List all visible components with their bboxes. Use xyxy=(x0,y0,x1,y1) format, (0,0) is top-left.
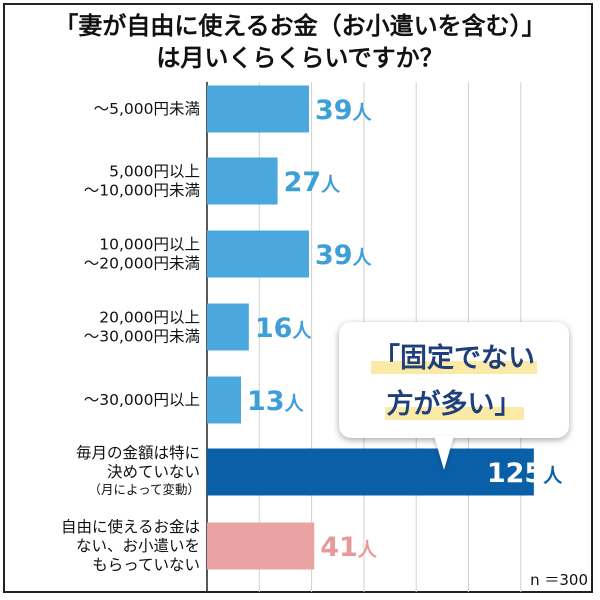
callout-bubble: 「固定でない 方が多い」 xyxy=(339,322,569,438)
callout-line-2: 方が多い」 xyxy=(384,389,524,420)
callout-tail xyxy=(434,436,454,470)
category-note-6: （月によって変動） xyxy=(88,482,200,497)
category-label-4-line-1: 20,000円以上 xyxy=(99,309,200,327)
bar-5 xyxy=(207,376,241,424)
category-label-6-line-2: 決めていない xyxy=(107,463,200,481)
category-label-2-line-2: 〜10,000円未満 xyxy=(84,182,200,200)
value-unit-3: 人 xyxy=(353,247,373,269)
category-label-3-line-1: 10,000円以上 xyxy=(99,236,200,254)
value-label-6: 125人 xyxy=(487,458,563,489)
chart-title-line-1: 「妻が自由に使えるお金（お小遣いを含む）」 xyxy=(54,12,546,40)
value-number-3: 39 xyxy=(315,240,353,271)
bar-6 xyxy=(207,448,534,496)
value-label-1: 39人 xyxy=(315,95,373,126)
value-label-4: 16人 xyxy=(255,313,313,344)
value-label-3: 39人 xyxy=(315,240,373,271)
value-unit-7: 人 xyxy=(358,539,378,561)
category-label-5-line-1: 〜30,000円以上 xyxy=(84,391,200,409)
value-unit-6: 人 xyxy=(543,465,563,487)
category-label-2-line-1: 5,000円以上 xyxy=(109,163,200,181)
bar-1 xyxy=(207,85,309,133)
value-number-4: 16 xyxy=(255,313,293,344)
chart-title: 「妻が自由に使えるお金（お小遣いを含む）」 は月いくらくらいですか？ xyxy=(0,10,600,74)
value-number-7: 41 xyxy=(320,532,358,563)
value-label-2: 27人 xyxy=(284,167,342,198)
category-label-7-line-2: ない、お小遣いを xyxy=(76,537,200,555)
value-unit-2: 人 xyxy=(321,174,341,196)
value-number-6: 125 xyxy=(487,458,543,489)
value-number-1: 39 xyxy=(315,95,353,126)
value-unit-5: 人 xyxy=(285,393,305,415)
category-label-7-line-1: 自由に使えるお金は xyxy=(61,518,200,536)
value-number-2: 27 xyxy=(284,167,322,198)
category-label-6-line-1: 毎月の金額は特に xyxy=(76,444,200,462)
value-label-7: 41人 xyxy=(320,532,378,563)
chart-title-line-2: は月いくらくらいですか？ xyxy=(156,44,444,72)
value-unit-1: 人 xyxy=(353,102,373,124)
sample-size-note: n ＝300 xyxy=(530,571,588,589)
bar-4 xyxy=(207,303,249,351)
bar-2 xyxy=(207,157,278,205)
chart-frame xyxy=(3,3,593,593)
value-number-5: 13 xyxy=(247,386,285,417)
callout-line-1: 「固定でない xyxy=(371,343,537,374)
value-unit-4: 人 xyxy=(292,320,312,342)
value-label-5: 13人 xyxy=(247,386,305,417)
bar-7 xyxy=(207,522,315,570)
category-label-1-line-1: 〜5,000円未満 xyxy=(94,100,200,118)
bar-3 xyxy=(207,230,309,278)
category-label-3-line-2: 〜20,000円未満 xyxy=(84,255,200,273)
category-label-7-line-3: もらっていない xyxy=(92,556,200,574)
category-label-4-line-2: 〜30,000円未満 xyxy=(84,328,200,346)
